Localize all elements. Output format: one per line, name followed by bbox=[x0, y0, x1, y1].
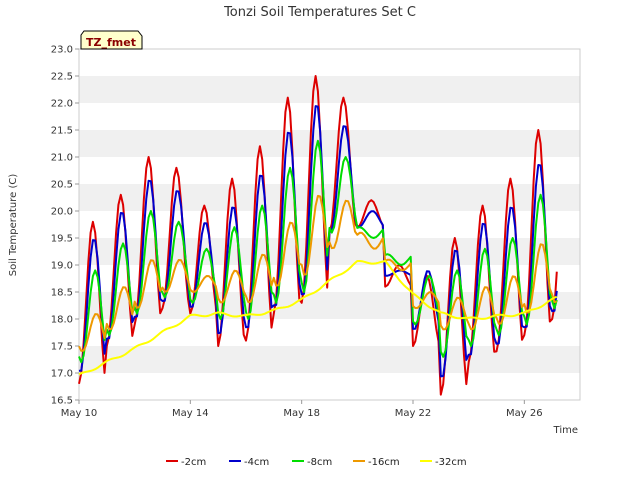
station-badge: TZ_fmet bbox=[80, 30, 143, 50]
legend-label: -32cm bbox=[435, 457, 467, 468]
y-axis-ticks: 16.5 17.0 17.5 18.0 18.5 19.0 19.5 20.0 20.5 21.0… bbox=[51, 45, 79, 407]
x-tick-label: May 18 bbox=[283, 408, 320, 419]
y-tick-label: 23.0 bbox=[51, 45, 73, 56]
x-tick-label: May 10 bbox=[61, 408, 98, 419]
badge-label: TZ_fmet bbox=[86, 36, 136, 49]
y-tick-label: 21.5 bbox=[51, 126, 73, 137]
grid-band bbox=[79, 184, 580, 211]
y-tick-label: 21.0 bbox=[51, 153, 73, 164]
badge-shape bbox=[80, 30, 143, 50]
grid-band bbox=[79, 157, 580, 184]
grid-band bbox=[79, 346, 580, 373]
legend-label: -2cm bbox=[181, 457, 206, 468]
y-tick-label: 22.0 bbox=[51, 99, 73, 110]
series-line-8cmcm bbox=[78, 139, 558, 364]
y-tick-label: 17.5 bbox=[51, 342, 73, 353]
plot-area-border bbox=[78, 48, 581, 401]
grid-band bbox=[79, 103, 580, 130]
y-tick-label: 18.0 bbox=[51, 315, 73, 326]
grid-band bbox=[79, 319, 580, 346]
series-line-16cmcm bbox=[78, 194, 558, 352]
x-axis-ticks: May 10 May 14 May 18 May 22 May 26 bbox=[61, 400, 543, 419]
y-tick-label: 19.0 bbox=[51, 261, 73, 272]
x-axis-title: Time bbox=[553, 425, 578, 436]
grid-band bbox=[79, 76, 580, 103]
grid-band bbox=[79, 49, 580, 76]
series-line-2cmcm bbox=[78, 75, 558, 396]
legend: -2cm -4cm -8cm -16cm -32cm bbox=[166, 457, 467, 468]
x-tick-label: May 14 bbox=[172, 408, 209, 419]
x-tick-label: May 22 bbox=[395, 408, 432, 419]
legend-label: -16cm bbox=[368, 457, 400, 468]
series-lines bbox=[78, 75, 558, 396]
legend-label: -8cm bbox=[307, 457, 332, 468]
y-tick-label: 22.5 bbox=[51, 72, 73, 83]
grid-band bbox=[79, 130, 580, 157]
legend-label: -4cm bbox=[244, 457, 269, 468]
grid-band bbox=[79, 373, 580, 400]
x-tick-label: May 26 bbox=[506, 408, 543, 419]
series-line-32cmcm bbox=[78, 260, 558, 376]
y-tick-label: 16.5 bbox=[51, 396, 73, 407]
y-tick-label: 19.5 bbox=[51, 234, 73, 245]
y-tick-label: 18.5 bbox=[51, 288, 73, 299]
chart-title: Tonzi Soil Temperatures Set C bbox=[223, 5, 416, 20]
y-axis-title: Soil Temperature (C) bbox=[8, 174, 19, 277]
y-tick-label: 20.0 bbox=[51, 207, 73, 218]
y-tick-label: 20.5 bbox=[51, 180, 73, 191]
y-tick-label: 17.0 bbox=[51, 369, 73, 380]
